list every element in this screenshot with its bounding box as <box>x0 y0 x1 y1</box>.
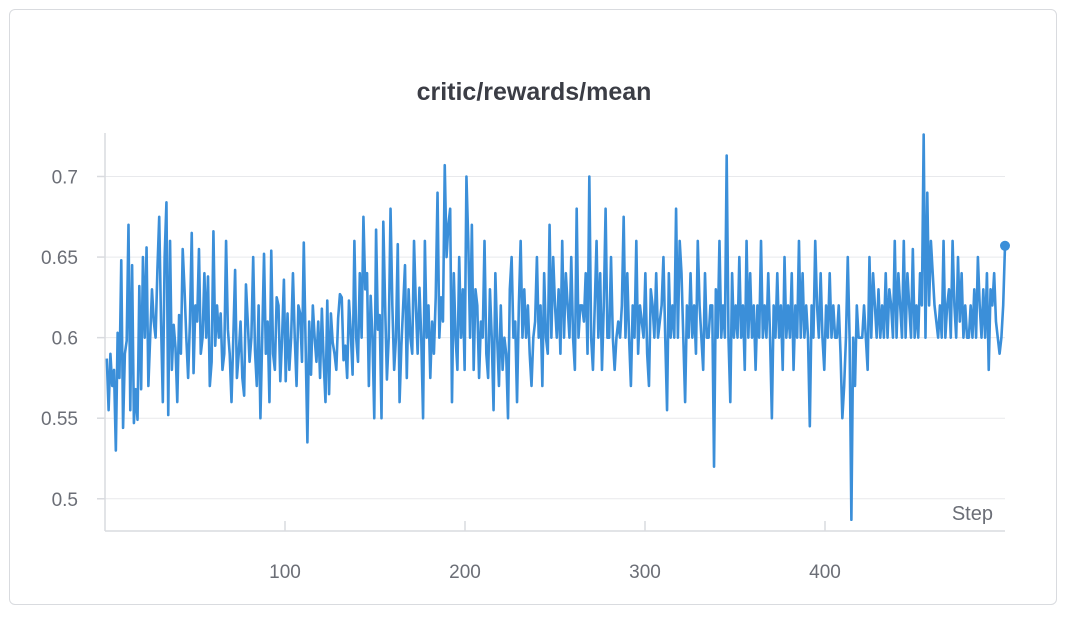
y-tick-label: 0.55 <box>41 409 78 430</box>
y-tick-label: 0.5 <box>52 490 78 511</box>
x-tick-label: 400 <box>809 562 841 583</box>
x-tick-label: 300 <box>629 562 661 583</box>
x-tick-label: 100 <box>269 562 301 583</box>
y-axis-ticks: 0.5 0.55 0.6 0.65 0.7 <box>41 168 105 511</box>
chart-title: critic/rewards/mean <box>416 78 652 106</box>
x-tick-label: 200 <box>449 562 481 583</box>
series-end-point[interactable] <box>1000 240 1010 251</box>
x-axis-ticks: 100 200 300 400 <box>269 521 841 583</box>
series-line[interactable] <box>105 133 1007 522</box>
y-tick-label: 0.7 <box>52 168 78 189</box>
x-axis-label: Step <box>952 503 993 525</box>
y-tick-label: 0.6 <box>52 329 78 350</box>
y-tick-label: 0.65 <box>41 248 78 269</box>
